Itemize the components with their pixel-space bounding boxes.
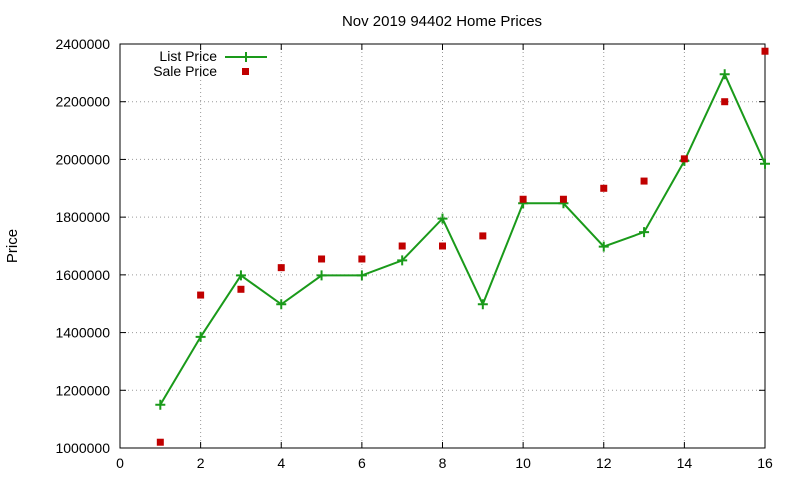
x-tick-label: 14 <box>677 455 693 471</box>
sale-price-point <box>761 47 769 55</box>
list-price-point <box>235 270 246 281</box>
y-tick-label: 1200000 <box>55 382 110 398</box>
list-price-point <box>639 227 650 238</box>
y-tick-label: 2000000 <box>55 151 110 167</box>
list-price-point <box>437 213 448 224</box>
list-price-point <box>397 255 408 266</box>
list-price-point <box>719 69 730 80</box>
legend-marker-list-price <box>241 52 251 62</box>
sale-price-point <box>721 98 729 106</box>
sale-price-point <box>519 195 527 203</box>
x-tick-label: 0 <box>116 455 124 471</box>
list-price-line <box>159 71 766 406</box>
x-tick-label: 4 <box>277 455 285 471</box>
y-tick-label: 1000000 <box>55 440 110 456</box>
y-tick-label: 1800000 <box>55 209 110 225</box>
legend-marker-sale-price <box>242 68 249 75</box>
list-price-point <box>155 399 166 410</box>
list-price-point <box>477 299 488 310</box>
sale-price-point <box>398 242 406 250</box>
sale-price-point <box>439 242 446 250</box>
legend-label-list-price: List Price <box>159 48 217 64</box>
y-tick-label: 2400000 <box>55 36 110 52</box>
sale-price-point <box>479 232 487 240</box>
chart-title: Nov 2019 94402 Home Prices <box>342 13 542 30</box>
sale-price-point <box>277 264 285 272</box>
list-price-point <box>316 270 327 281</box>
sale-price-point <box>318 255 326 263</box>
sale-price-point <box>156 438 164 446</box>
y-tick-label: 1400000 <box>55 325 110 341</box>
legend: List Price Sale Price <box>153 48 267 79</box>
y-tick-label: 2200000 <box>55 94 110 110</box>
sale-price-point <box>559 195 567 203</box>
x-tick-label: 16 <box>757 455 773 471</box>
y-axis-label: Price <box>4 229 21 263</box>
sale-price-point <box>640 177 648 185</box>
tick-layer: 0 2 4 6 8 10 12 14 16 1000000 1200000 1400000 160000… <box>55 36 773 471</box>
sale-price-point <box>680 155 688 163</box>
x-tick-label: 8 <box>439 455 447 471</box>
list-price-point <box>276 299 287 310</box>
list-price-point <box>598 241 609 252</box>
list-price-point <box>760 158 770 169</box>
sale-price-point <box>600 184 608 192</box>
x-tick-label: 10 <box>515 455 531 471</box>
grid-layer <box>120 44 765 448</box>
list-price-point <box>356 270 367 281</box>
x-tick-label: 6 <box>358 455 366 471</box>
list-price-point <box>195 331 206 342</box>
x-tick-label: 12 <box>596 455 612 471</box>
sale-price-point <box>237 285 245 293</box>
sale-price-point <box>358 255 366 263</box>
x-tick-label: 2 <box>197 455 205 471</box>
legend-label-sale-price: Sale Price <box>153 63 217 79</box>
series-layer <box>155 47 770 446</box>
sale-price-point <box>197 291 205 299</box>
y-tick-label: 1600000 <box>55 267 110 283</box>
